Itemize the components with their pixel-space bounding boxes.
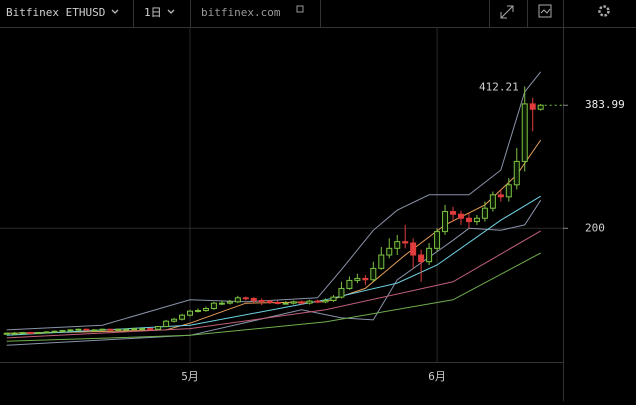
candle-body (3, 332, 10, 335)
candle-body (19, 332, 26, 335)
candle-body (83, 328, 90, 331)
indicator-line (6, 71, 542, 331)
candle-body (99, 328, 106, 331)
candle-body (346, 279, 353, 289)
candle-body (218, 302, 225, 305)
candle-body (59, 330, 66, 333)
candle-body (123, 328, 130, 331)
candle-body (274, 301, 281, 304)
interval[interactable]: 1日 (144, 6, 162, 19)
link[interactable]: bitfinex.com (201, 6, 281, 19)
candle-body (394, 241, 401, 249)
candle-body (242, 297, 249, 300)
indicator-line (6, 230, 541, 339)
candle-body (386, 247, 393, 256)
last-price-label: 383.99 (585, 98, 625, 111)
candle-body (107, 328, 114, 331)
candle-body (306, 300, 313, 304)
candle-body (51, 330, 58, 333)
x-tick-label: 6月 (428, 370, 446, 383)
symbol[interactable]: Bitfinex ETHUSD (6, 6, 105, 19)
candle-body (370, 267, 377, 281)
candle-body (378, 254, 385, 269)
fullscreen-icon[interactable] (500, 5, 514, 19)
candle-body (91, 329, 98, 332)
candle-body (298, 301, 305, 304)
candle-body (234, 297, 241, 303)
candle-body (266, 300, 273, 303)
candle-body (202, 308, 209, 312)
candle-body (362, 277, 369, 281)
candle-body (131, 328, 138, 331)
external-icon[interactable] (296, 5, 304, 13)
settings-icon[interactable] (598, 5, 610, 17)
candle-body (171, 318, 178, 322)
candle-body (489, 194, 496, 209)
candle-body (187, 310, 194, 316)
candle-body (338, 287, 345, 298)
candle-body (442, 211, 449, 233)
candle-body (521, 103, 528, 162)
candle-body (163, 320, 170, 328)
candle-body (155, 326, 162, 330)
candle-body (537, 104, 544, 110)
candle-body (258, 299, 265, 302)
indicator-icon-line (540, 8, 551, 14)
candle-body (210, 302, 217, 310)
candle-body (290, 301, 297, 304)
candle-body (330, 296, 337, 301)
candle-body (529, 103, 536, 110)
candle-body (322, 299, 329, 303)
high-annotation: 412.21 (479, 80, 519, 93)
candle-body (314, 300, 321, 303)
candle-body (27, 332, 34, 335)
candle-body (250, 297, 257, 301)
candle-body (513, 160, 520, 186)
candle-body (497, 194, 504, 198)
candle-body (354, 277, 361, 281)
candle-body (35, 332, 42, 335)
candle-body (194, 310, 201, 313)
indicator-line (6, 195, 541, 336)
candle-body (226, 301, 233, 304)
candle-body (402, 241, 409, 244)
candle-body (67, 329, 74, 332)
y-tick-label: 200 (585, 221, 605, 234)
candle-body (473, 217, 480, 223)
candle-body (450, 211, 457, 215)
candle-body (410, 242, 417, 256)
candle-body (147, 328, 154, 331)
candle-body (481, 207, 488, 219)
chevron[interactable] (111, 9, 119, 14)
candle-body (434, 231, 441, 249)
candle-body (465, 217, 472, 223)
candle-body (457, 213, 464, 219)
candle-body (43, 331, 50, 334)
x-tick-label: 5月 (181, 370, 199, 383)
chevron[interactable] (167, 9, 175, 14)
candle-body (426, 247, 433, 263)
indicator-line (6, 252, 541, 342)
indicator-icon[interactable] (538, 4, 552, 18)
candle-body (282, 302, 289, 305)
candle-body (139, 328, 146, 331)
candle-body (115, 328, 122, 331)
candle-body (179, 314, 186, 320)
candle-body (505, 184, 512, 198)
candle-body (418, 254, 425, 263)
candle-body (75, 328, 82, 331)
candle-body (11, 332, 18, 335)
